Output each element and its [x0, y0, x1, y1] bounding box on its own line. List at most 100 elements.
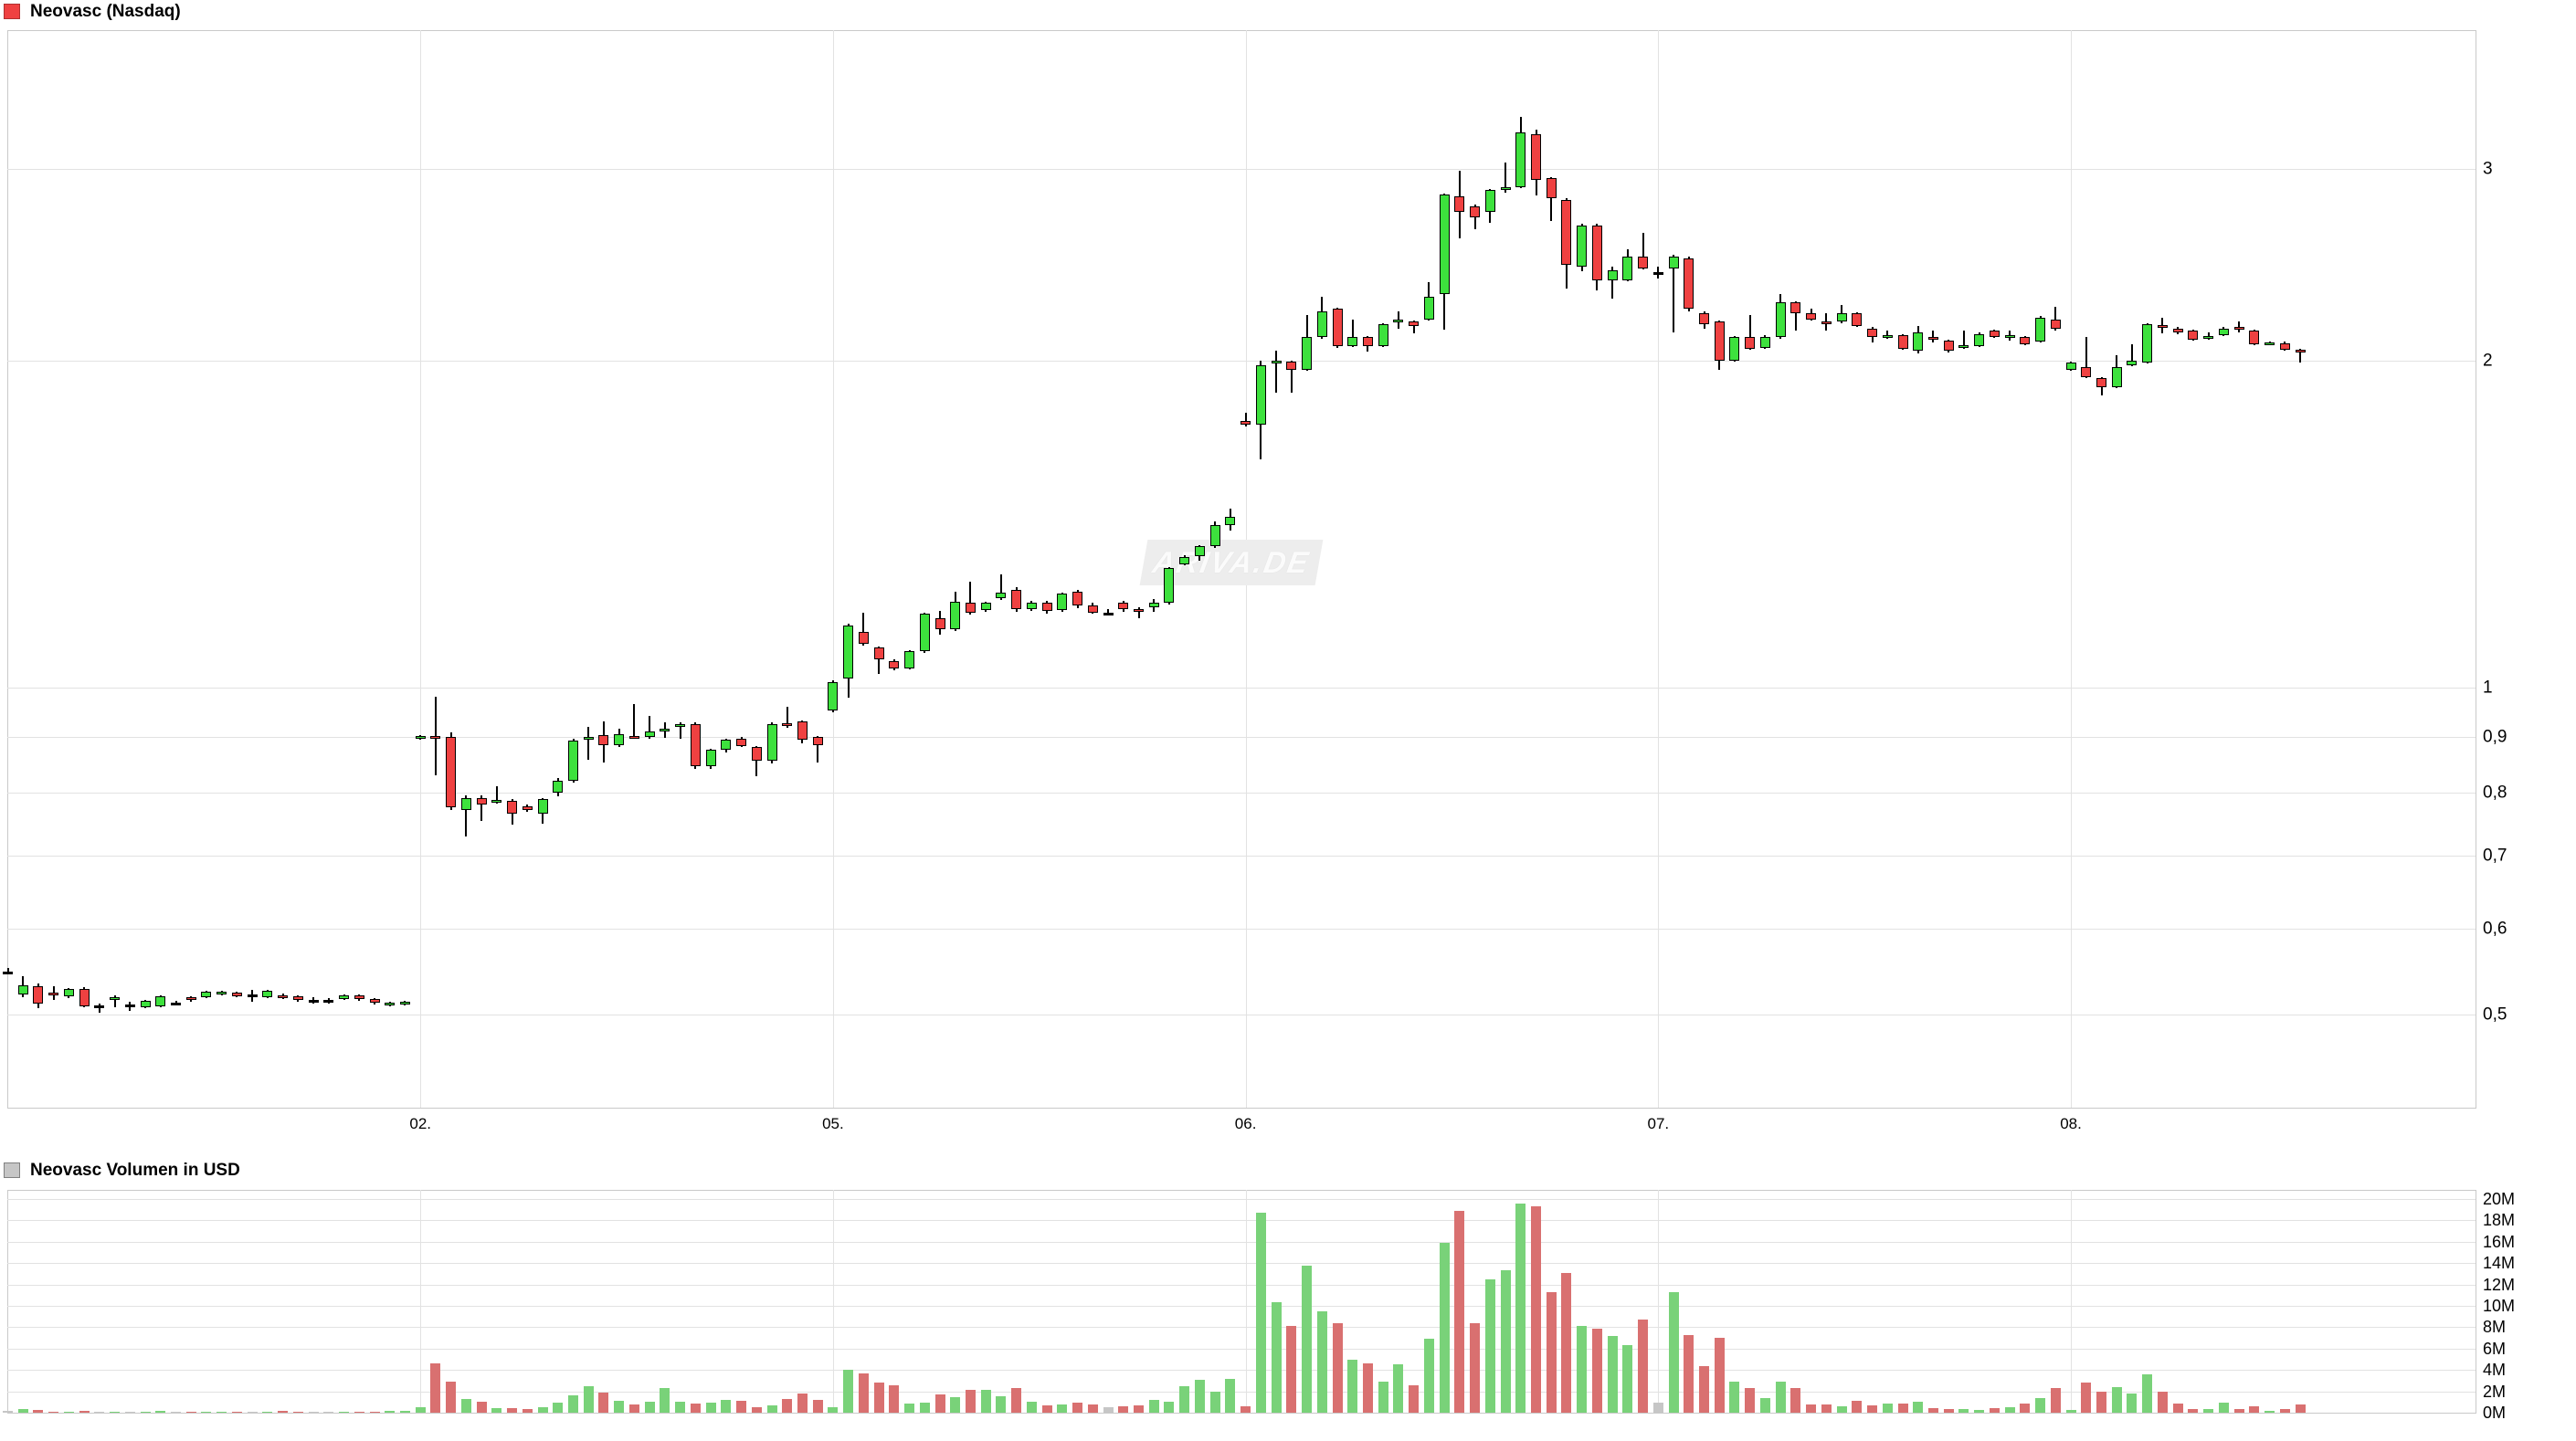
volume-bar	[1897, 1404, 1908, 1413]
volume-axis-label: 10M	[2483, 1297, 2516, 1315]
candle-body	[1148, 603, 1159, 607]
candle-body	[491, 800, 502, 804]
volume-bar	[2081, 1383, 2092, 1413]
volume-bar	[2035, 1397, 2046, 1413]
volume-bar	[1470, 1322, 1481, 1413]
candle-body	[460, 797, 471, 810]
volume-chart-panel	[7, 1190, 2476, 1414]
x-axis-label: 08.	[2060, 1115, 2082, 1132]
candle-body	[231, 992, 242, 996]
candle-wick	[1550, 176, 1553, 221]
volume-bar	[1118, 1405, 1129, 1413]
volume-bar	[1699, 1365, 1710, 1413]
candle-body	[919, 613, 930, 651]
volume-chart-legend: Neovasc Volumen in USD	[4, 1162, 240, 1179]
volume-bar	[644, 1402, 655, 1413]
volume-bar	[904, 1404, 915, 1413]
candle-body	[1775, 302, 1786, 338]
volume-series-swatch-icon	[4, 1162, 20, 1178]
candle-body	[1607, 270, 1618, 280]
volume-bar	[1148, 1399, 1159, 1413]
candle-body	[446, 737, 457, 808]
volume-bar	[1194, 1379, 1205, 1413]
candle-body	[1087, 605, 1098, 613]
volume-bar	[460, 1398, 471, 1413]
candle-body	[1515, 132, 1526, 187]
volume-bar	[2203, 1408, 2214, 1413]
candle-body	[339, 994, 350, 999]
volume-bar	[1714, 1338, 1725, 1413]
volume-bar	[399, 1410, 410, 1413]
volume-axis-label: 4M	[2483, 1361, 2507, 1380]
candle-body	[1470, 206, 1481, 217]
volume-bar	[124, 1411, 135, 1414]
candle-body	[2050, 319, 2061, 329]
candle-wick	[98, 1003, 100, 1014]
volume-axis-label: 8M	[2483, 1318, 2507, 1337]
volume-bar	[415, 1407, 426, 1413]
volume-bar	[1332, 1322, 1343, 1413]
candle-body	[369, 998, 380, 1003]
volume-bar	[1927, 1407, 1938, 1413]
volume-bar	[1500, 1270, 1511, 1413]
volume-bar	[1134, 1404, 1145, 1413]
volume-bar	[1454, 1210, 1465, 1413]
volume-axis-label: 14M	[2483, 1254, 2516, 1273]
volume-bar	[292, 1411, 303, 1413]
candle-body	[1699, 312, 1710, 324]
candle-body	[1347, 337, 1358, 347]
candle-body	[1209, 524, 1220, 546]
volume-bar	[1652, 1403, 1663, 1413]
candle-body	[1913, 332, 1924, 352]
candle-body	[415, 736, 426, 740]
candle-body	[1867, 328, 1878, 338]
volume-bar	[2279, 1409, 2290, 1413]
volume-bar	[1255, 1213, 1266, 1413]
volume-bar	[583, 1385, 594, 1413]
candle-body	[1423, 296, 1434, 320]
volume-bar	[1362, 1363, 1373, 1413]
candle-body	[185, 996, 196, 1000]
candle-body	[2265, 342, 2275, 345]
candle-body	[904, 651, 915, 668]
volume-bar	[2188, 1409, 2199, 1413]
volume-bar	[2020, 1403, 2031, 1413]
candle-wick	[2299, 348, 2301, 363]
candle-body	[354, 994, 364, 999]
candle-body	[201, 992, 212, 997]
candle-wick	[6, 968, 9, 973]
candle-body	[2172, 328, 2183, 333]
candle-body	[858, 631, 869, 644]
candle-body	[873, 647, 884, 659]
candle-wick	[2085, 337, 2087, 379]
volume-chart-title: Neovasc Volumen in USD	[30, 1161, 240, 1180]
candle-body	[1729, 337, 1740, 361]
candle-body	[1118, 602, 1129, 609]
volume-bar	[736, 1401, 747, 1413]
candle-body	[33, 986, 44, 1004]
candle-body	[644, 731, 655, 738]
volume-bar	[1806, 1404, 1817, 1413]
volume-gridline	[7, 1284, 2476, 1286]
volume-bar	[1393, 1364, 1404, 1413]
date-gridline	[832, 1190, 834, 1413]
volume-bar	[522, 1409, 533, 1413]
candle-wick	[755, 746, 758, 776]
volume-bar	[889, 1384, 900, 1413]
candle-wick	[1673, 255, 1675, 333]
candle-wick	[679, 722, 681, 740]
volume-bar	[1821, 1404, 1832, 1413]
volume-bar	[247, 1412, 258, 1414]
volume-bar	[1577, 1326, 1588, 1413]
volume-bar	[766, 1404, 777, 1413]
volume-bar	[262, 1411, 273, 1414]
candle-body	[1255, 364, 1266, 426]
volume-bar	[2157, 1391, 2168, 1413]
volume-bar	[1943, 1409, 1954, 1413]
candle-body	[1500, 186, 1511, 190]
volume-bar	[491, 1407, 502, 1413]
candle-body	[2004, 334, 2015, 338]
volume-axis-label: 20M	[2483, 1190, 2516, 1208]
candle-body	[889, 661, 900, 669]
candle-body	[292, 995, 303, 1000]
